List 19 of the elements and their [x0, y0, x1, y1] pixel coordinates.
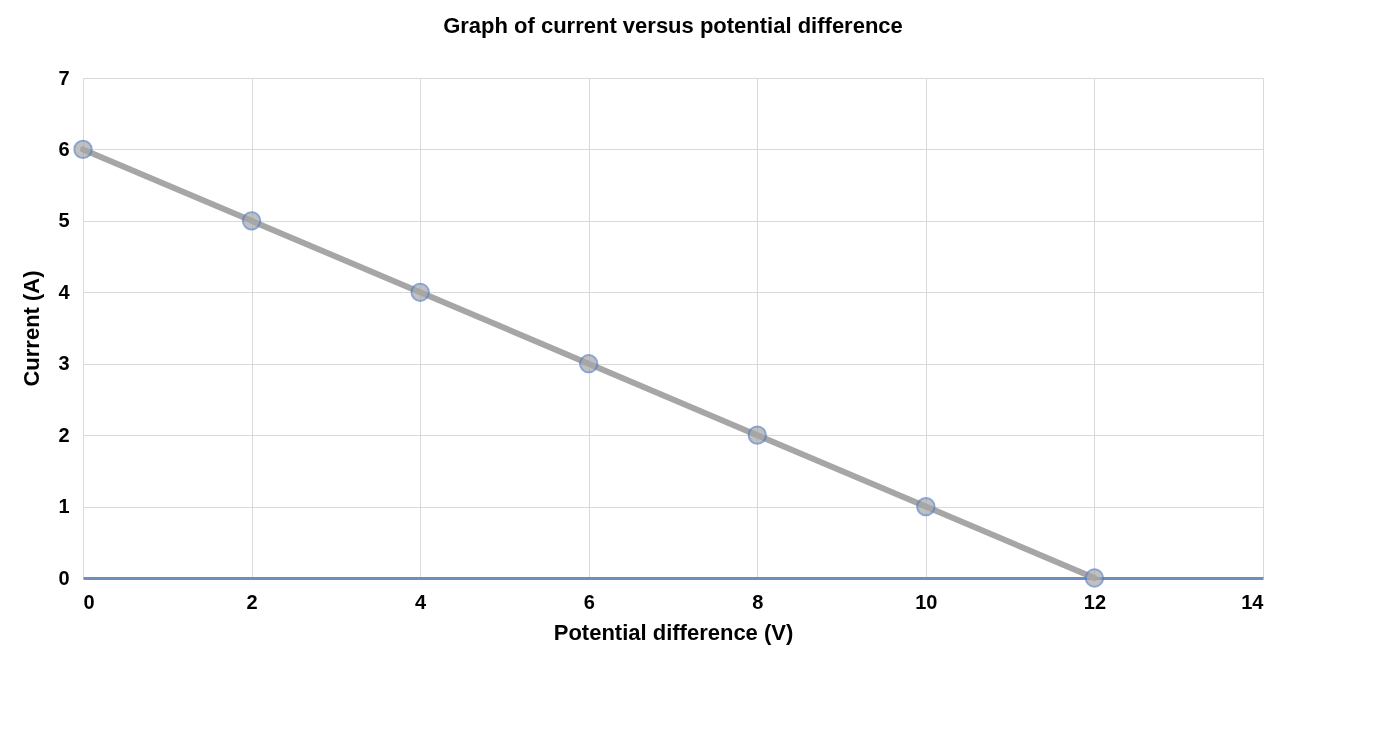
y-tick-label: 0: [58, 566, 70, 589]
y-tick-label: 2: [58, 423, 70, 446]
x-tick-label: 14: [1241, 590, 1265, 613]
x-tick-label: 4: [415, 590, 428, 613]
y-tick-label: 1: [58, 495, 70, 518]
y-tick-label: 7: [58, 66, 70, 89]
y-tick-label: 6: [58, 137, 70, 160]
x-tick-label: 6: [583, 590, 595, 613]
chart-title: Graph of current versus potential difference: [443, 13, 903, 38]
x-tick-label: 12: [1083, 590, 1107, 613]
x-tick-label: 0: [83, 590, 95, 613]
x-tick-label: 10: [915, 590, 938, 613]
y-tick-label: 4: [58, 280, 71, 303]
y-tick-label: 3: [58, 352, 70, 375]
x-tick-label: 2: [246, 590, 258, 613]
x-tick-label: 8: [752, 590, 764, 613]
y-axis-title: Current (A): [19, 270, 45, 387]
x-axis-title: Potential difference (V): [553, 619, 794, 645]
y-tick-label: 5: [58, 209, 70, 232]
